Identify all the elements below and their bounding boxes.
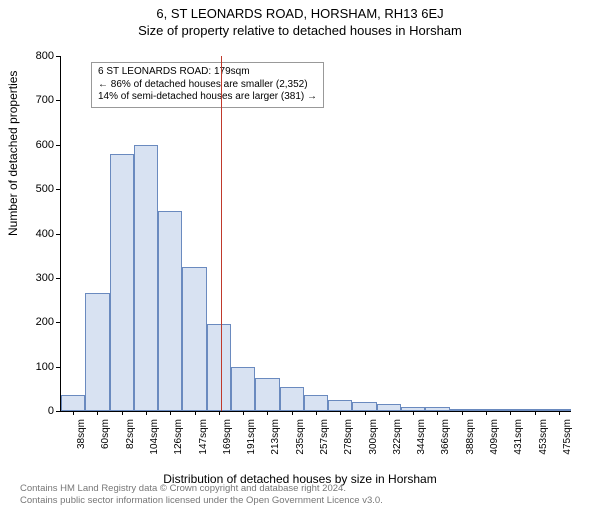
x-tick: 322sqm — [392, 419, 403, 455]
reference-line — [221, 56, 222, 411]
histogram-bar — [182, 267, 206, 411]
y-tick: 600 — [24, 139, 54, 151]
x-tick: 169sqm — [222, 419, 233, 455]
footer-line1: Contains HM Land Registry data © Crown c… — [20, 483, 383, 494]
histogram-bar — [474, 409, 498, 411]
y-tick: 0 — [24, 405, 54, 417]
x-tick: 475sqm — [562, 419, 573, 455]
y-axis-label: Number of detached properties — [6, 71, 20, 236]
x-tick: 235sqm — [295, 419, 306, 455]
y-tick: 800 — [24, 50, 54, 62]
x-tick: 147sqm — [198, 419, 209, 455]
callout-box: 6 ST LEONARDS ROAD: 179sqm ← 86% of deta… — [91, 62, 324, 108]
x-tick: 453sqm — [538, 419, 549, 455]
x-tick: 257sqm — [319, 419, 330, 455]
x-tick: 38sqm — [76, 419, 87, 449]
histogram-bar — [61, 395, 85, 411]
callout-line2: ← 86% of detached houses are smaller (2,… — [98, 79, 317, 92]
x-tick: 60sqm — [100, 419, 111, 449]
x-tick: 213sqm — [270, 419, 281, 455]
callout-line1: 6 ST LEONARDS ROAD: 179sqm — [98, 66, 317, 79]
histogram-bar — [207, 324, 231, 411]
histogram-bar — [450, 409, 474, 411]
histogram-bar — [328, 400, 352, 411]
histogram-bar — [547, 409, 571, 411]
x-tick: 431sqm — [513, 419, 524, 455]
x-tick: 278sqm — [343, 419, 354, 455]
y-tick: 200 — [24, 316, 54, 328]
x-tick: 126sqm — [173, 419, 184, 455]
histogram-bar — [498, 409, 522, 411]
x-tick: 82sqm — [125, 419, 136, 449]
histogram-bar — [110, 154, 134, 411]
histogram-bar — [280, 387, 304, 411]
footer-attribution: Contains HM Land Registry data © Crown c… — [20, 483, 383, 506]
x-tick: 344sqm — [416, 419, 427, 455]
y-tick: 300 — [24, 272, 54, 284]
histogram-bar — [158, 211, 182, 411]
histogram-bar — [425, 407, 449, 411]
x-tick: 300sqm — [368, 419, 379, 455]
y-tick: 400 — [24, 228, 54, 240]
y-tick: 100 — [24, 361, 54, 373]
chart-title-subtitle: Size of property relative to detached ho… — [0, 23, 600, 38]
x-tick: 388sqm — [465, 419, 476, 455]
x-tick: 104sqm — [149, 419, 160, 455]
histogram-bar — [352, 402, 376, 411]
callout-line3: 14% of semi-detached houses are larger (… — [98, 91, 317, 104]
histogram-bar — [304, 395, 328, 411]
histogram-bar — [85, 293, 109, 411]
y-tick: 500 — [24, 183, 54, 195]
histogram-bar — [231, 367, 255, 411]
histogram-bar — [377, 404, 401, 411]
y-tick: 700 — [24, 94, 54, 106]
chart-title-address: 6, ST LEONARDS ROAD, HORSHAM, RH13 6EJ — [0, 6, 600, 21]
x-tick: 366sqm — [440, 419, 451, 455]
plot-area: 6 ST LEONARDS ROAD: 179sqm ← 86% of deta… — [60, 56, 571, 412]
histogram-bar — [522, 409, 546, 411]
x-tick: 409sqm — [489, 419, 500, 455]
x-tick: 191sqm — [246, 419, 257, 455]
histogram-bar — [134, 145, 158, 411]
footer-line2: Contains public sector information licen… — [20, 495, 383, 506]
histogram-bar — [255, 378, 279, 411]
histogram-bar — [401, 407, 425, 411]
